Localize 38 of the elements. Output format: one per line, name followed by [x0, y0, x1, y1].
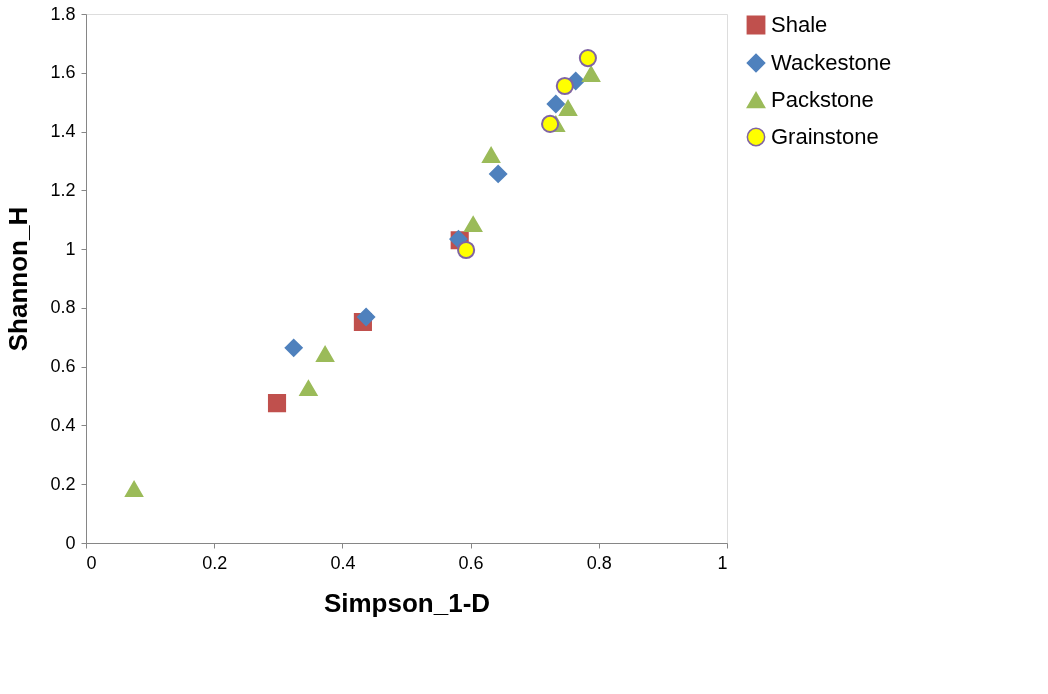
x-tick-label: 0.4 [330, 552, 356, 573]
point [482, 147, 501, 164]
x-tick-label: 1 [717, 552, 728, 573]
point [541, 114, 560, 133]
point [489, 164, 508, 183]
y-tick-label: 0.4 [50, 414, 76, 435]
y-tick-label: 1.6 [50, 62, 76, 83]
point [578, 49, 597, 68]
point [267, 394, 287, 413]
y-tick-label: 0 [65, 532, 76, 553]
x-tick-label: 0.8 [586, 552, 612, 573]
y-tick-label: 1.4 [50, 121, 76, 142]
point [284, 338, 303, 357]
point [357, 307, 376, 327]
point [555, 76, 574, 96]
point [299, 380, 318, 397]
y-tick-label: 0.2 [50, 473, 76, 494]
y-tick-label: 0.6 [50, 356, 76, 377]
legend-label: Shale [771, 12, 828, 37]
legend-label: Wackestone [771, 50, 892, 75]
y-tick-label: 1.2 [50, 179, 76, 200]
y-tick-label: 1.8 [50, 3, 76, 24]
y-axis-title: Shannon_H [3, 206, 34, 352]
point [316, 346, 335, 363]
legend-label: Packstone [771, 87, 874, 112]
x-tick-label: 0.6 [458, 552, 484, 573]
point [558, 100, 578, 117]
x-tick-label: 0 [86, 552, 97, 573]
point [582, 65, 601, 82]
y-tick-label: 0.8 [50, 297, 76, 318]
point [546, 94, 565, 113]
point [464, 216, 483, 233]
point [457, 240, 476, 260]
y-tick-label: 1 [65, 238, 76, 259]
x-tick-label: 0.2 [202, 552, 228, 573]
x-axis-title: Simpson_1-D [323, 587, 491, 618]
legend-label: Grainstone [771, 124, 879, 149]
point [125, 480, 144, 497]
